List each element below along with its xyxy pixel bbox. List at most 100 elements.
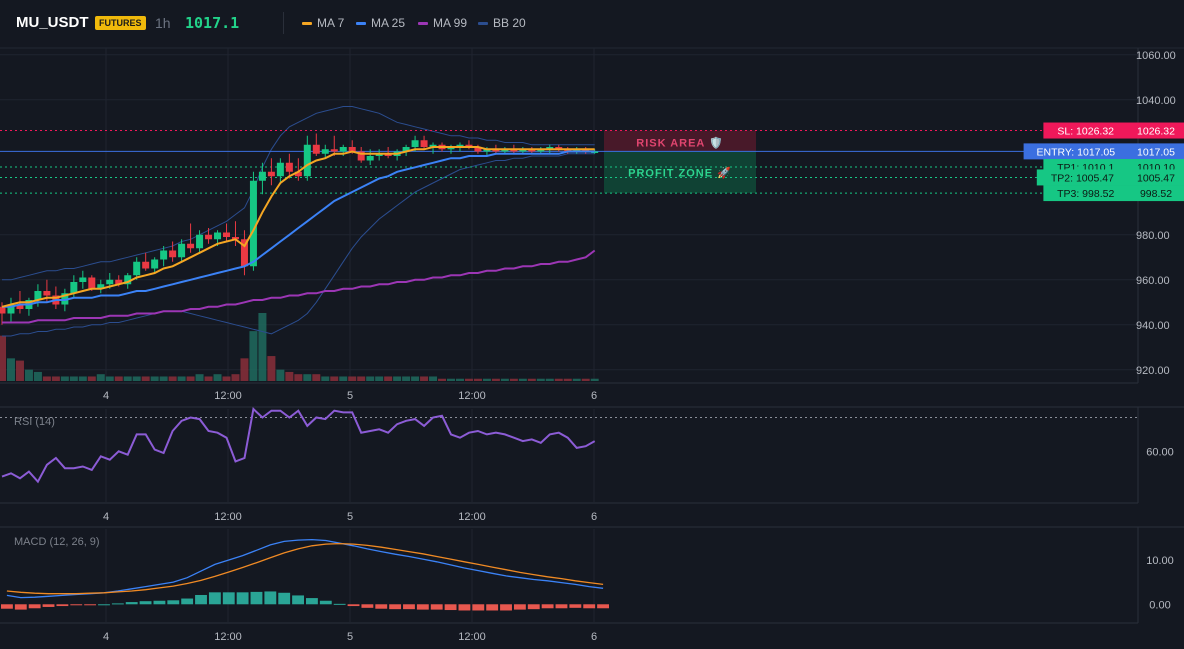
macd-histogram-bar [389, 604, 402, 610]
volume-bar [78, 376, 87, 381]
volume-bar [42, 376, 51, 381]
macd-histogram-bar [278, 592, 291, 605]
legend-bb20-swatch [478, 21, 488, 25]
candle-body [79, 277, 87, 282]
volume-bar [554, 378, 563, 381]
volume-bar [527, 378, 536, 381]
macd-histogram-bar [195, 594, 207, 605]
level-axis-tag-1 [1128, 143, 1184, 160]
volume-bar [375, 376, 384, 381]
ma99-line [2, 249, 596, 324]
legend-ma99[interactable]: MA 99 [418, 16, 467, 30]
candle-body [133, 261, 141, 276]
candle-body [124, 275, 132, 285]
volume-bar [168, 376, 177, 381]
volume-bar [420, 376, 429, 381]
volume-bar [429, 376, 438, 381]
legend-ma25-label: MA 25 [371, 16, 406, 30]
volume-bar [321, 376, 330, 381]
macd-histogram-bar [14, 604, 27, 610]
candle-body [330, 149, 338, 152]
level-tag-label-1: ENTRY: 1017.05 [1036, 146, 1115, 158]
time-tick-label: 5 [347, 390, 353, 402]
futures-badge: FUTURES [95, 16, 146, 30]
ma7-line [1, 146, 595, 308]
macd-histogram-bar [430, 604, 443, 610]
macd-histogram-bar [208, 592, 221, 605]
volume-bar [402, 376, 411, 381]
macd-histogram-bar [56, 604, 69, 607]
legend-ma99-label: MA 99 [433, 16, 468, 30]
volume-bar [114, 376, 123, 381]
volume-bar [15, 360, 24, 381]
candle-body [196, 234, 204, 249]
candle-body [160, 250, 168, 260]
volume-bar [438, 378, 447, 381]
time-tick-label: 6 [591, 390, 597, 402]
volume-bar [348, 376, 357, 381]
candle-body [474, 147, 482, 152]
macd-time-tick-label: 12:00 [214, 631, 242, 643]
candle-body [312, 144, 320, 154]
legend-bb20[interactable]: BB 20 [478, 16, 526, 30]
volume-bar [105, 376, 114, 381]
level-tag-4 [1043, 185, 1128, 202]
candle-body [115, 279, 123, 285]
candle-body [564, 149, 572, 152]
candle-body [321, 149, 329, 154]
candle-body [205, 234, 213, 240]
volume-bar [303, 374, 312, 381]
volume-bar [455, 378, 464, 381]
macd-time-tick-label: 4 [103, 631, 109, 643]
volume-bar [491, 378, 500, 381]
candle-body [43, 291, 51, 296]
level-axis-label-4: 998.52 [1140, 188, 1172, 200]
macd-histogram-bar [569, 604, 582, 608]
volume-bar [500, 378, 509, 381]
volume-bar [33, 371, 42, 381]
symbol-name[interactable]: MU_USDT [16, 14, 89, 31]
level-tag-3 [1036, 169, 1128, 186]
ma25-line [2, 150, 595, 308]
macd-time-tick-label: 12:00 [458, 631, 486, 643]
macd-histogram-bar [416, 604, 429, 610]
legend-ma25[interactable]: MA 25 [356, 16, 405, 30]
macd-signal-line [6, 542, 604, 595]
candle-body [151, 259, 159, 269]
legend-ma7[interactable]: MA 7 [302, 16, 344, 30]
volume-bar [60, 376, 69, 381]
level-axis-label-0: 1026.32 [1137, 126, 1175, 138]
macd-histogram-bar [28, 604, 41, 609]
last-price: 1017.1 [185, 14, 240, 32]
level-axis-tag-0 [1128, 122, 1184, 139]
candle-body [555, 147, 563, 150]
candle-body [519, 149, 527, 152]
candle-body [303, 144, 311, 177]
legend-ma7-swatch [302, 21, 312, 25]
volume-bar [195, 374, 204, 381]
volume-bar [69, 376, 78, 381]
macd-histogram-bar [403, 604, 415, 610]
candle-body [276, 162, 284, 177]
level-axis-label-1: 1017.05 [1137, 146, 1175, 158]
candle-body [375, 153, 383, 156]
volume-bar [447, 378, 455, 381]
timeframe-label[interactable]: 1h [155, 15, 171, 31]
rsi-time-tick-label: 5 [347, 511, 353, 523]
chart-header: MU_USDT FUTURES 1h 1017.1 MA 7 MA 25 MA … [0, 0, 1184, 48]
candle-body [70, 282, 78, 294]
volume-bar [204, 376, 213, 381]
macd-time-tick-label: 6 [591, 631, 597, 643]
risk-area-zone [604, 130, 756, 152]
risk-area-label: RISK AREA 🛡️ [636, 137, 723, 150]
candle-body [88, 277, 96, 289]
candle-body [231, 237, 239, 240]
level-tag-label-4: TP3: 998.52 [1057, 188, 1114, 200]
candle-body [429, 144, 437, 147]
macd-histogram-bar [70, 604, 83, 606]
macd-histogram-bar [472, 604, 485, 611]
candle-body [402, 147, 410, 152]
macd-line [6, 538, 604, 599]
